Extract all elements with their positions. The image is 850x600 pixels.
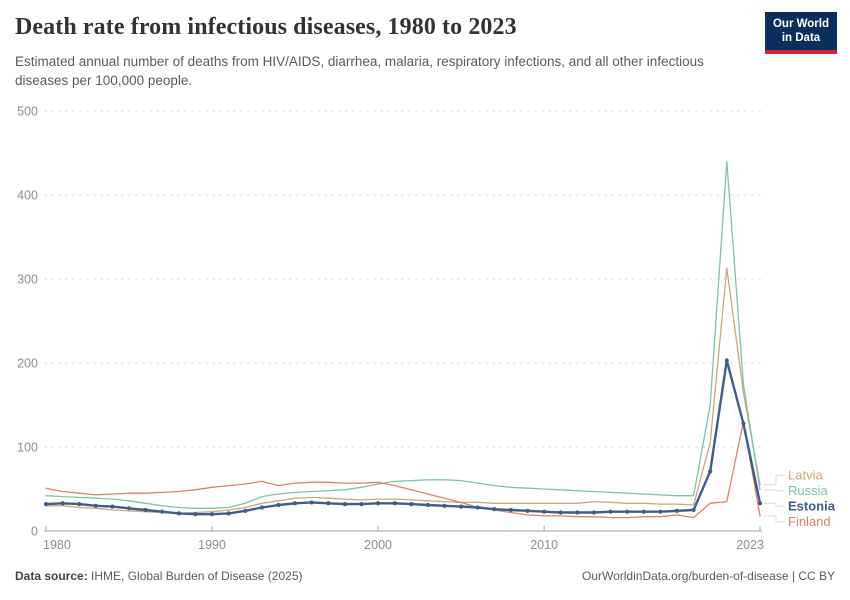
series-line-latvia[interactable] <box>45 267 761 515</box>
series-dot-estonia <box>292 501 298 506</box>
legend-label-estonia[interactable]: Estonia <box>788 499 836 514</box>
series-dot-estonia <box>126 506 132 511</box>
series-dot-estonia <box>708 469 713 474</box>
series-dot-estonia <box>674 508 680 513</box>
legend-leader <box>764 502 785 507</box>
series-dot-estonia <box>259 505 264 510</box>
series-dot-estonia <box>542 509 547 514</box>
x-tick-label: 2010 <box>530 538 558 552</box>
series-dot-estonia <box>309 500 314 505</box>
y-tick-label: 100 <box>17 441 38 455</box>
series-dot-estonia <box>243 508 248 513</box>
legend-leader <box>764 515 785 523</box>
x-tick-label: 2000 <box>364 538 392 552</box>
series-dot-estonia <box>160 509 165 514</box>
series-dot-estonia <box>409 502 414 507</box>
page-title: Death rate from infectious diseases, 198… <box>15 14 517 40</box>
data-source-label: Data source: <box>15 569 88 583</box>
owid-logo: Our World in Data <box>765 12 837 54</box>
series-dot-estonia <box>608 509 613 514</box>
series-dot-estonia <box>60 501 65 506</box>
series-dot-estonia <box>359 502 364 507</box>
series-dot-estonia <box>757 501 763 506</box>
series-dot-estonia <box>591 510 597 515</box>
series-line-russia[interactable] <box>45 160 761 509</box>
series-dot-estonia <box>625 509 630 514</box>
y-tick-label: 200 <box>17 357 38 371</box>
series-dot-estonia <box>77 502 82 507</box>
y-tick-label: 300 <box>17 273 38 287</box>
series-dot-estonia <box>442 503 447 508</box>
y-tick-label: 400 <box>17 189 38 203</box>
series-dot-estonia <box>326 501 331 506</box>
series-dot-estonia <box>724 358 729 363</box>
data-source-text: IHME, Global Burden of Disease (2025) <box>91 569 303 583</box>
x-tick-label: 1980 <box>43 538 71 552</box>
data-source: Data source: IHME, Global Burden of Dise… <box>15 569 302 583</box>
series-line-finland[interactable] <box>45 421 761 519</box>
y-tick-label: 0 <box>31 525 38 539</box>
legend-leader <box>764 489 785 492</box>
series-dot-estonia <box>110 504 115 509</box>
series-dot-estonia <box>143 507 148 513</box>
series-dot-estonia <box>193 512 198 517</box>
series-dot-estonia <box>525 508 530 513</box>
x-tick-label: 1990 <box>198 538 226 552</box>
series-dot-estonia <box>641 509 646 514</box>
series-dot-estonia <box>226 511 231 516</box>
x-tick-label: 2023 <box>736 538 764 552</box>
series-dot-estonia <box>425 502 431 508</box>
series-dot-estonia <box>93 503 98 508</box>
series-dot-estonia <box>459 504 464 509</box>
series-dot-estonia <box>209 512 215 517</box>
series-dot-estonia <box>558 510 563 515</box>
series-dot-estonia <box>392 501 397 506</box>
legend-leader <box>764 474 785 486</box>
series-dot-estonia <box>276 502 281 508</box>
owid-logo-line1: Our World <box>772 17 829 30</box>
legend-label-russia[interactable]: Russia <box>788 483 829 498</box>
series-line-estonia[interactable] <box>44 359 762 516</box>
series-dot-estonia <box>508 507 514 513</box>
series-dot-estonia <box>176 511 181 516</box>
series-dot-estonia <box>43 502 49 507</box>
chart-subtitle: Estimated annual number of deaths from H… <box>15 54 704 88</box>
attribution-link[interactable]: OurWorldinData.org/burden-of-disease | C… <box>581 569 835 583</box>
legend-label-finland[interactable]: Finland <box>788 514 831 529</box>
legend-label-latvia[interactable]: Latvia <box>788 468 823 483</box>
series-dot-estonia <box>741 421 746 426</box>
series-dot-estonia <box>492 507 497 512</box>
line-chart[interactable]: 0 100 200 300 400 500 1980 1990 2000 2010 2023 Latv… <box>0 0 850 560</box>
owid-logo-line2: in Data <box>781 32 821 44</box>
series-dot-estonia <box>475 505 480 510</box>
series-dot-estonia <box>691 507 696 513</box>
series-dot-estonia <box>658 509 663 514</box>
y-tick-label: 500 <box>17 105 38 119</box>
series-dot-estonia <box>375 501 381 506</box>
series-dot-estonia <box>575 510 580 515</box>
series-dot-estonia <box>342 502 347 507</box>
